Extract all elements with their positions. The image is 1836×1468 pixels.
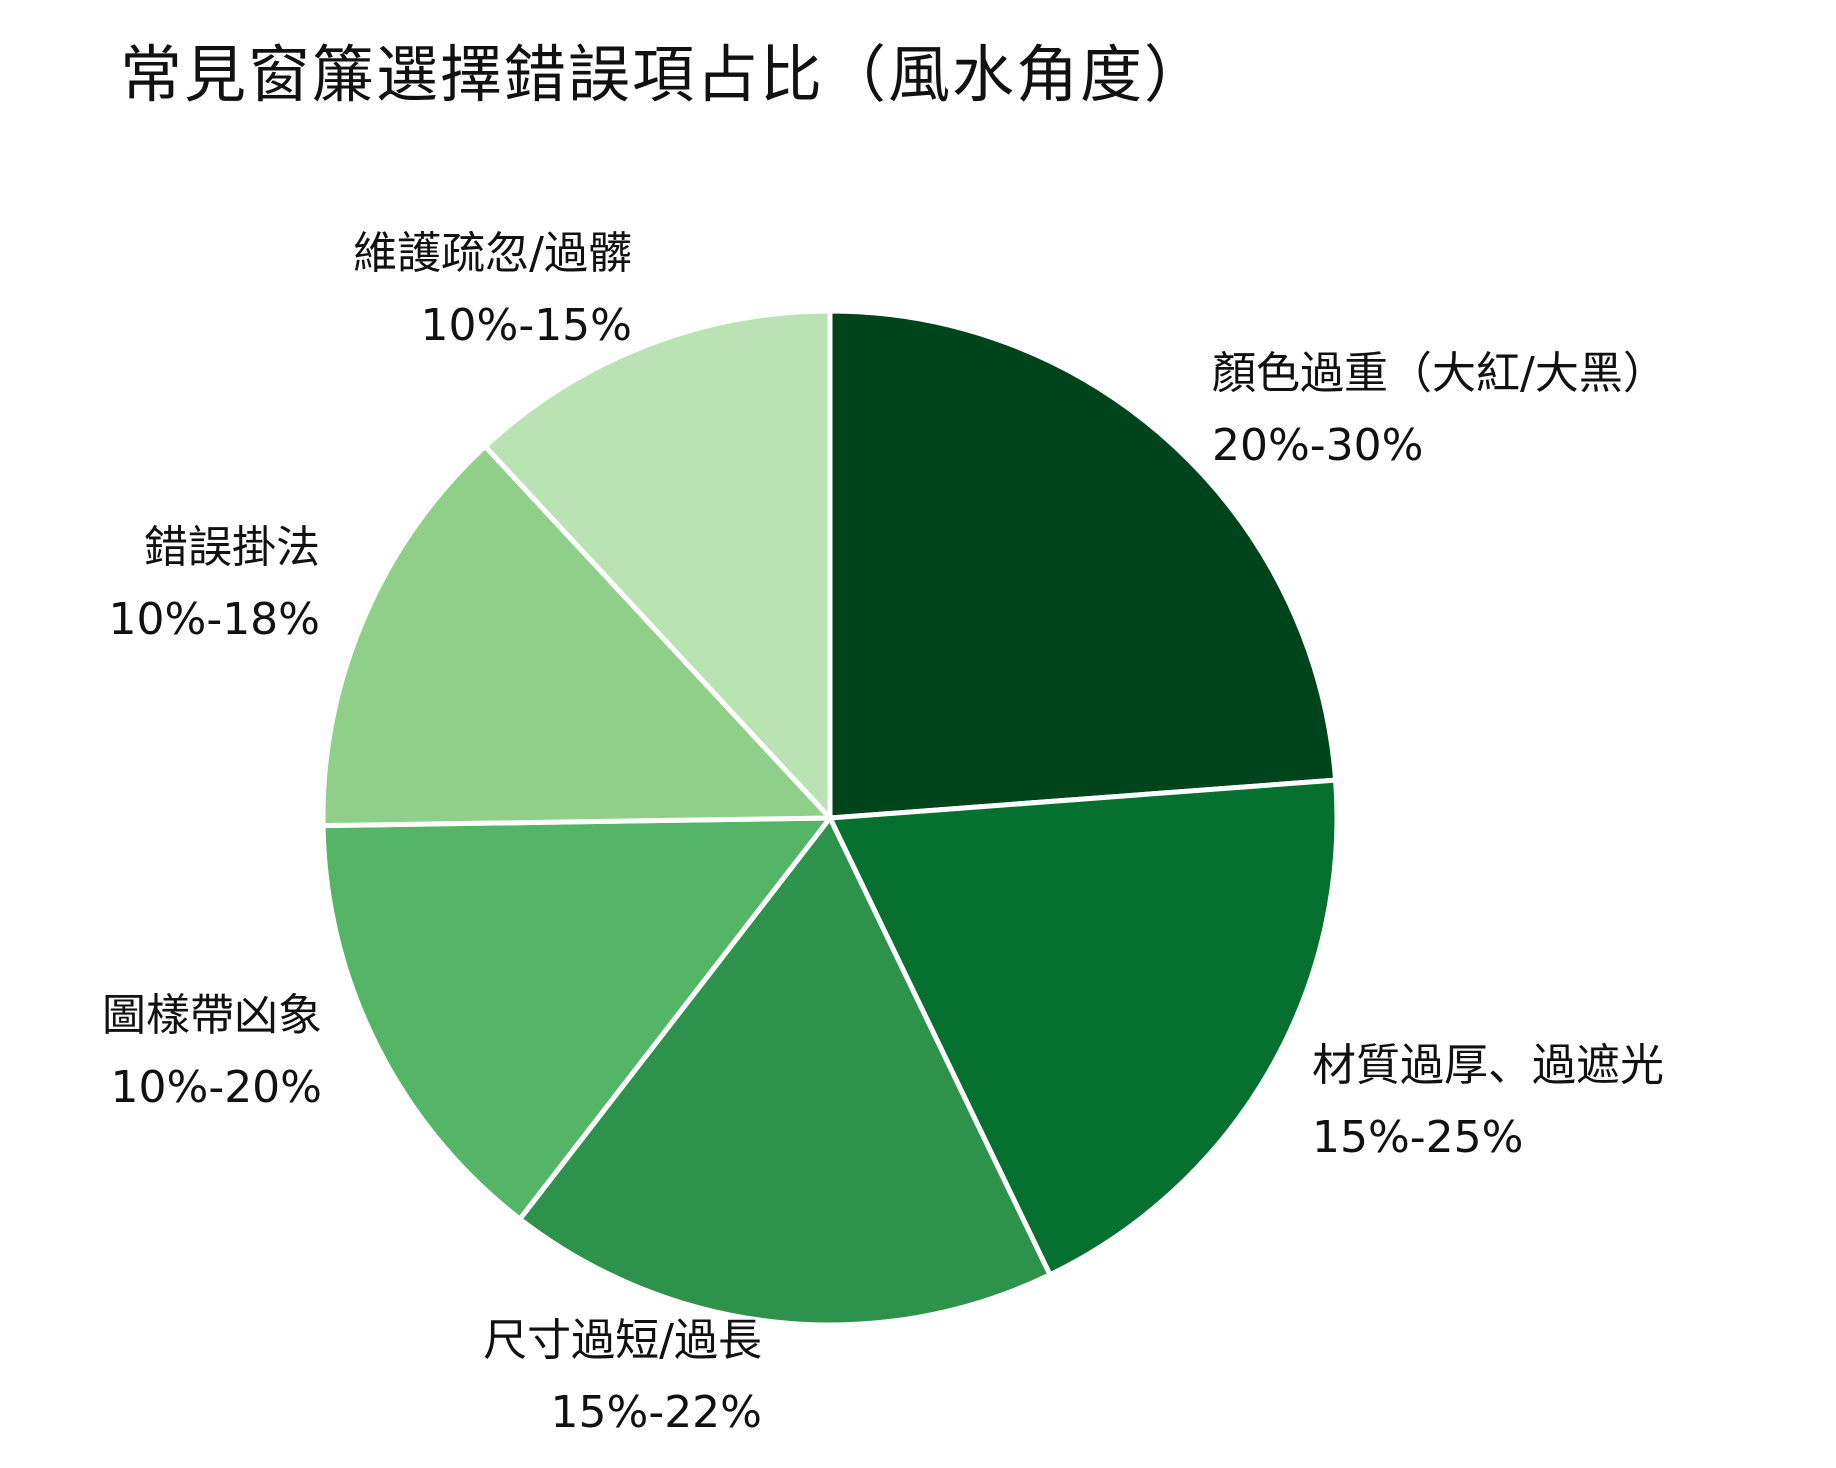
slice-label-4: 圖樣帶凶象 bbox=[102, 990, 322, 1041]
pie-slice-4 bbox=[320, 815, 833, 1222]
slice-label-3: 尺寸過短/過長 bbox=[483, 1315, 762, 1366]
slice-label-1: 顏色過重（大紅/大黑） bbox=[1212, 348, 1667, 399]
pie-slice-6 bbox=[482, 308, 833, 821]
slice-range-3: 15%-22% bbox=[551, 1387, 762, 1438]
slice-range-2: 15%-25% bbox=[1312, 1112, 1523, 1163]
pie-labels: 顏色過重（大紅/大黑） 20%-30% 材質過厚、過遮光 15%-25% 尺寸過短/過長… bbox=[102, 228, 1667, 1438]
slice-range-5: 10%-18% bbox=[109, 594, 320, 645]
slice-label-6: 維護疏忽/過髒 bbox=[353, 228, 632, 279]
slice-range-4: 10%-20% bbox=[111, 1062, 322, 1113]
pie-slice-3 bbox=[517, 815, 1053, 1328]
pie-slice-5 bbox=[320, 443, 833, 829]
slice-label-2: 材質過厚、過遮光 bbox=[1312, 1040, 1664, 1091]
pie-slice-2 bbox=[827, 777, 1340, 1278]
slice-label-5: 錯誤掛法 bbox=[144, 522, 320, 573]
chart-title: 常見窗簾選擇錯誤項占比（風水角度） bbox=[120, 38, 1209, 111]
slice-range-1: 20%-30% bbox=[1212, 420, 1423, 471]
pie-slice-1 bbox=[827, 308, 1339, 821]
pie-slices bbox=[320, 308, 1340, 1328]
slice-range-6: 10%-15% bbox=[421, 300, 632, 351]
